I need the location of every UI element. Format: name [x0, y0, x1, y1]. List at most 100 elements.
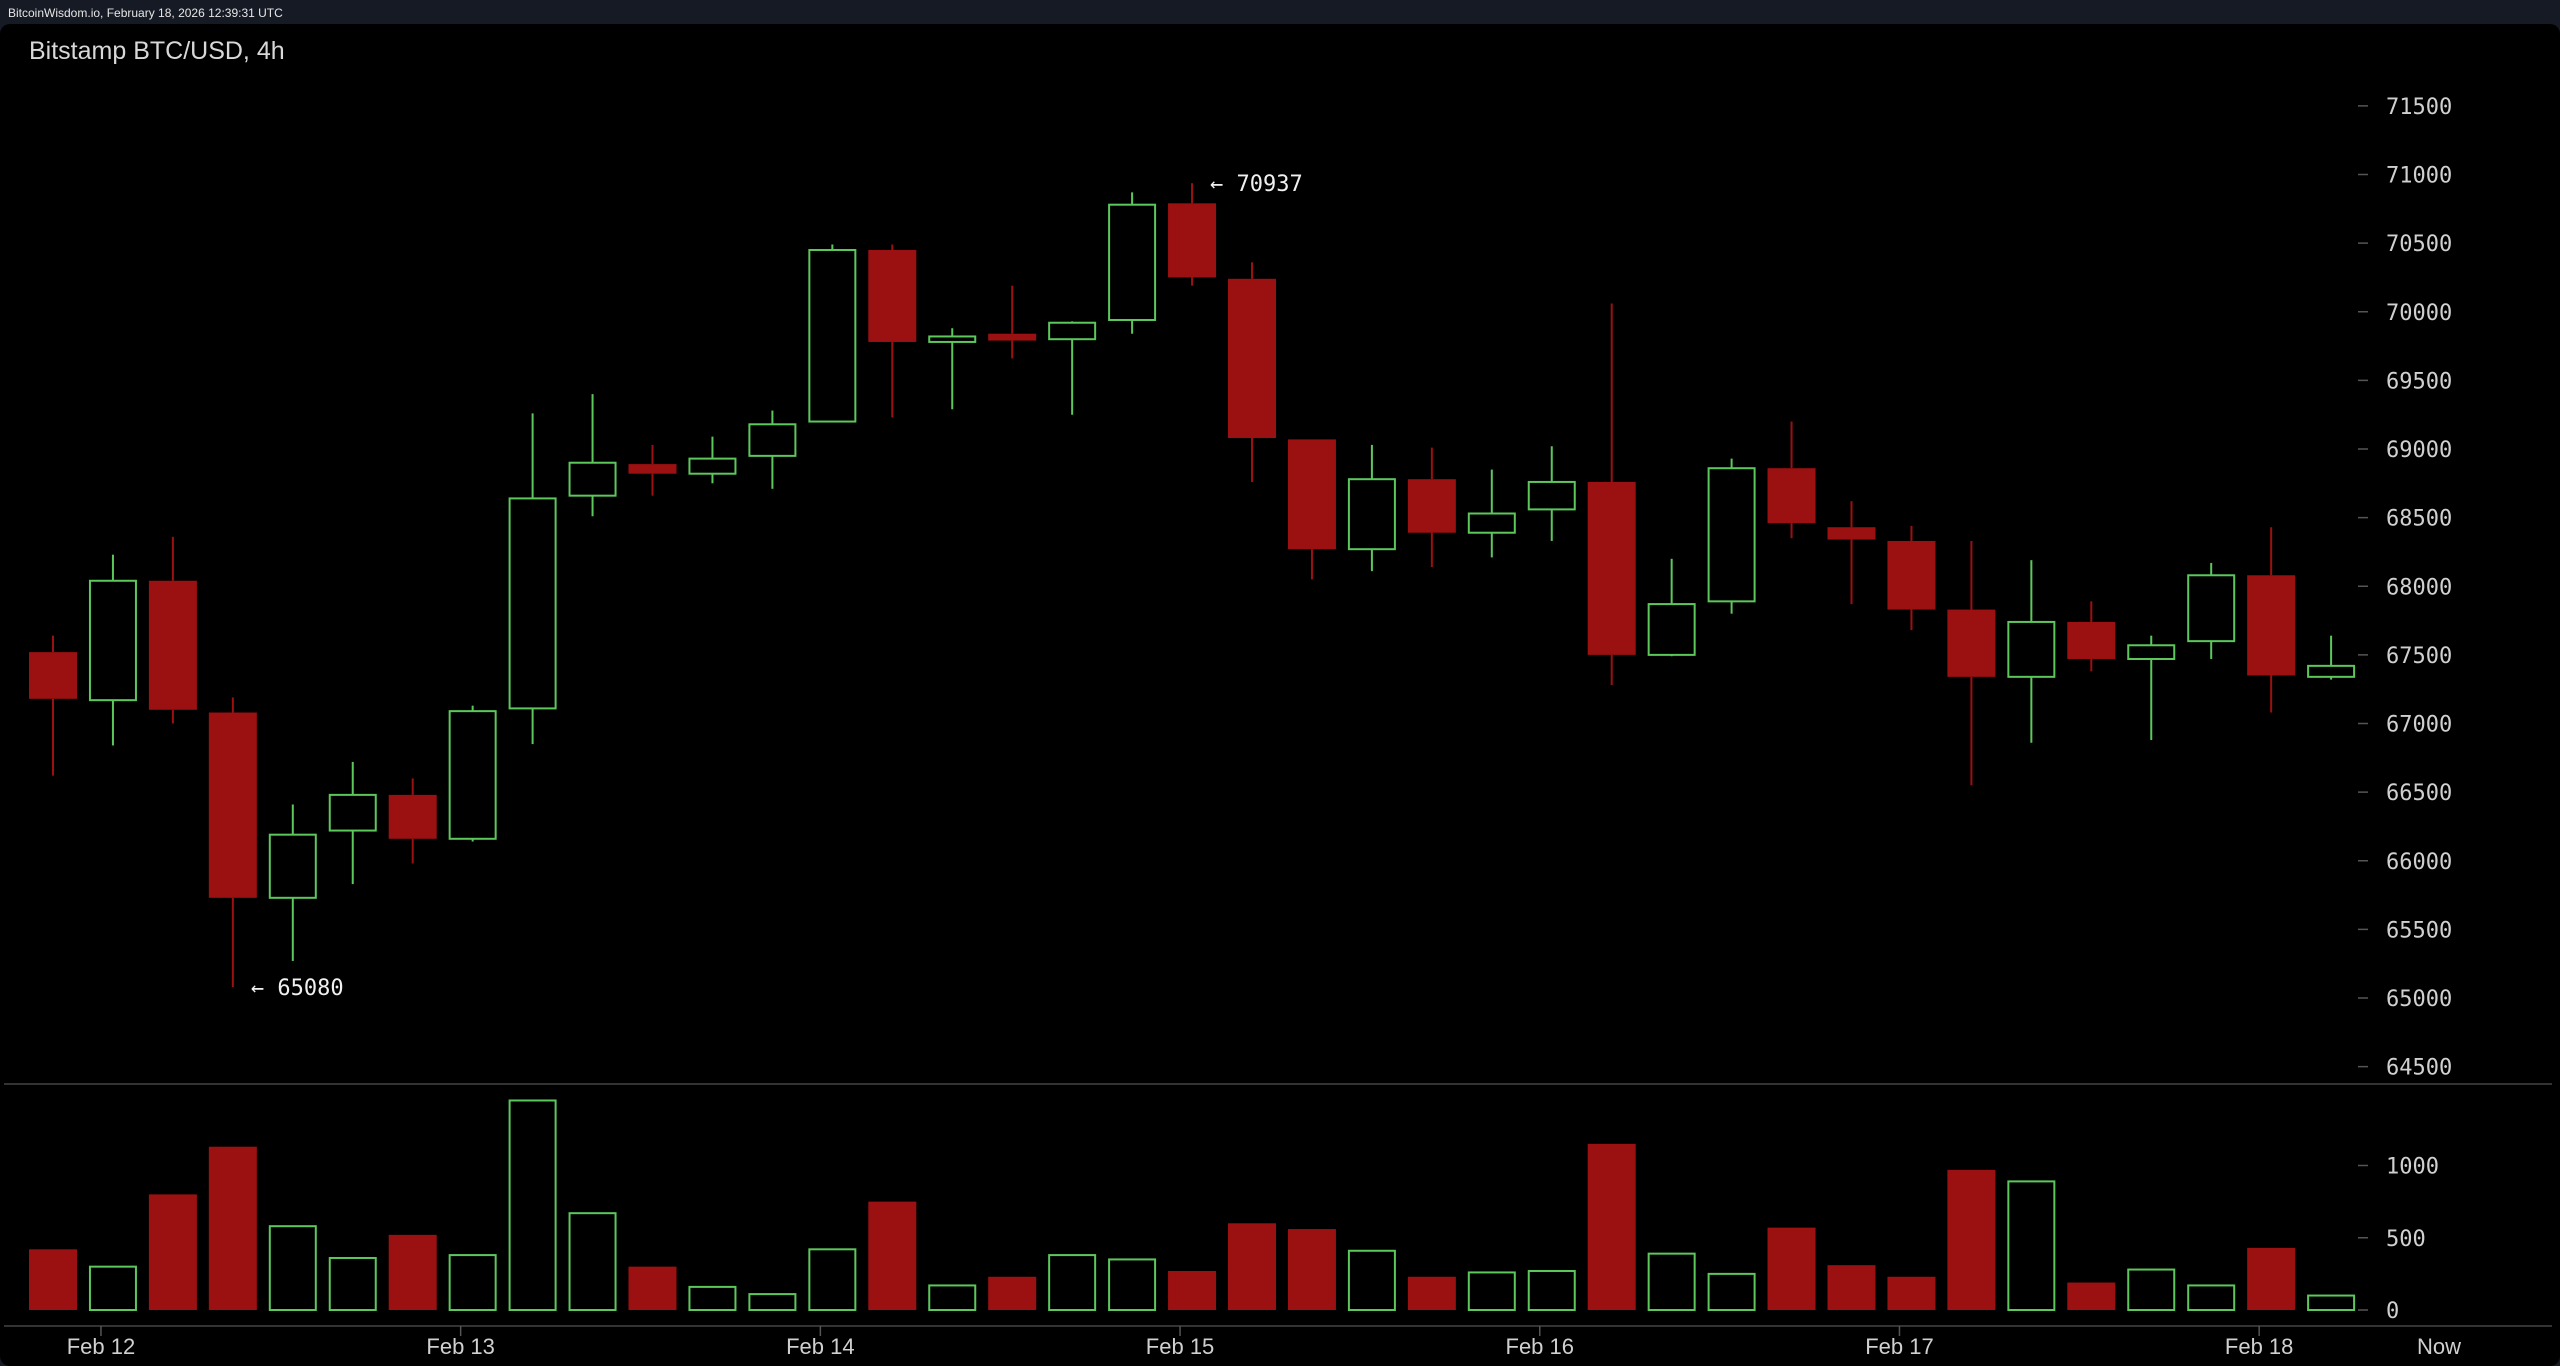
price-tick-label: 68500 — [2386, 507, 2452, 532]
candle-body — [1947, 609, 1996, 677]
candle — [868, 244, 917, 418]
candle — [1347, 444, 1396, 572]
volume-bar — [2307, 1294, 2356, 1312]
volume-bar — [808, 1248, 857, 1312]
candlestick-chart[interactable]: Bitstamp BTC/USD, 4h 64500 65000 65500 6600… — [0, 24, 2560, 1366]
candle-body — [1887, 540, 1936, 610]
candle — [1887, 525, 1936, 631]
candle-body — [1287, 439, 1336, 550]
candle-body — [1407, 479, 1456, 533]
candle-body — [388, 794, 437, 839]
candle — [1407, 447, 1456, 568]
volume-bar — [988, 1276, 1037, 1310]
volume-bar — [1048, 1254, 1097, 1311]
volume-bar — [1467, 1271, 1516, 1312]
date-tick-label: Now — [2417, 1334, 2461, 1359]
volume-bar — [88, 1265, 137, 1312]
volume-bar — [1767, 1227, 1816, 1310]
candle — [568, 394, 617, 517]
volume-bar — [448, 1254, 497, 1311]
candle — [1647, 558, 1696, 657]
candle — [2007, 560, 2056, 743]
candle — [1767, 421, 1816, 539]
candle-body — [1707, 467, 1756, 603]
volume-bar — [1407, 1276, 1456, 1310]
volume-bar — [1827, 1265, 1876, 1310]
volume-bar — [1108, 1258, 1157, 1312]
candle — [1108, 192, 1157, 334]
volume-bars — [29, 1099, 2356, 1312]
candle — [1287, 439, 1336, 580]
candle — [988, 285, 1037, 359]
candle-body — [988, 333, 1037, 341]
date-tick-label: Feb 16 — [1506, 1334, 1575, 1359]
price-extreme-label: ← 70937 — [1210, 172, 1303, 197]
price-tick-label: 70000 — [2386, 301, 2452, 326]
volume-bar — [1287, 1229, 1336, 1310]
candle — [1707, 458, 1756, 614]
candle — [2187, 562, 2236, 659]
candle-body — [1108, 203, 1157, 321]
volume-bar — [508, 1099, 557, 1311]
price-tick-label: 65000 — [2386, 987, 2452, 1012]
candle-body — [2007, 620, 2056, 678]
date-tick-label: Feb 13 — [426, 1334, 495, 1359]
candle-body — [328, 793, 377, 832]
candle-body — [2187, 574, 2236, 643]
price-tick-label: 69500 — [2386, 369, 2452, 394]
volume-bar — [928, 1284, 977, 1312]
candle-body — [1048, 321, 1097, 341]
candles — [29, 183, 2356, 988]
volume-tick-label: 500 — [2386, 1227, 2426, 1252]
volume-bar — [328, 1256, 377, 1311]
candle-body — [688, 457, 737, 475]
volume-bar — [2067, 1282, 2116, 1310]
candle — [208, 697, 257, 988]
volume-bar — [1887, 1276, 1936, 1310]
candle-body — [1168, 203, 1217, 278]
candle-body — [148, 580, 197, 710]
date-axis: Feb 12 Feb 13 Feb 14 Feb 15 Feb 16 Feb 17 Feb … — [67, 1326, 2461, 1359]
candle — [508, 413, 557, 745]
candle-body — [2067, 621, 2116, 659]
candle-body — [2127, 644, 2176, 660]
volume-bar — [29, 1249, 77, 1310]
date-tick-label: Feb 17 — [1865, 1334, 1934, 1359]
candle — [29, 635, 77, 776]
volume-bar — [1647, 1252, 1696, 1312]
candle — [1228, 262, 1276, 482]
candle — [88, 554, 137, 746]
candle — [628, 444, 677, 496]
volume-bar — [1587, 1143, 1636, 1310]
candle — [1587, 303, 1636, 686]
volume-bar — [688, 1285, 737, 1312]
volume-tick-label: 0 — [2386, 1299, 2399, 1324]
candle-body — [2247, 575, 2296, 676]
volume-bar — [1527, 1269, 1576, 1311]
price-tick-label: 68000 — [2386, 575, 2452, 600]
volume-bar — [1947, 1169, 1996, 1310]
price-tick-label: 67500 — [2386, 644, 2452, 669]
candle — [2067, 601, 2116, 672]
volume-axis: 0 500 1000 — [2358, 1155, 2439, 1324]
candle — [688, 436, 737, 484]
volume-bar — [2007, 1180, 2056, 1312]
candle-body — [1827, 527, 1876, 540]
candle-body — [1228, 278, 1276, 439]
volume-bar — [268, 1225, 317, 1311]
candle — [928, 328, 977, 410]
date-tick-label: Feb 15 — [1146, 1334, 1215, 1359]
candle — [1467, 469, 1516, 558]
candle-body — [1767, 468, 1816, 524]
candle — [388, 778, 437, 864]
volume-bar — [2247, 1247, 2296, 1310]
price-extreme-label: ← 65080 — [251, 976, 344, 1001]
price-tick-label: 70500 — [2386, 232, 2452, 257]
price-tick-label: 65500 — [2386, 918, 2452, 943]
chart-panel[interactable]: Bitstamp BTC/USD, 4h 64500 65000 65500 6600… — [0, 24, 2560, 1366]
candle — [148, 536, 197, 724]
candle — [1827, 501, 1876, 605]
price-tick-label: 71500 — [2386, 95, 2452, 120]
price-tick-label: 71000 — [2386, 164, 2452, 189]
candle-body — [88, 579, 137, 702]
